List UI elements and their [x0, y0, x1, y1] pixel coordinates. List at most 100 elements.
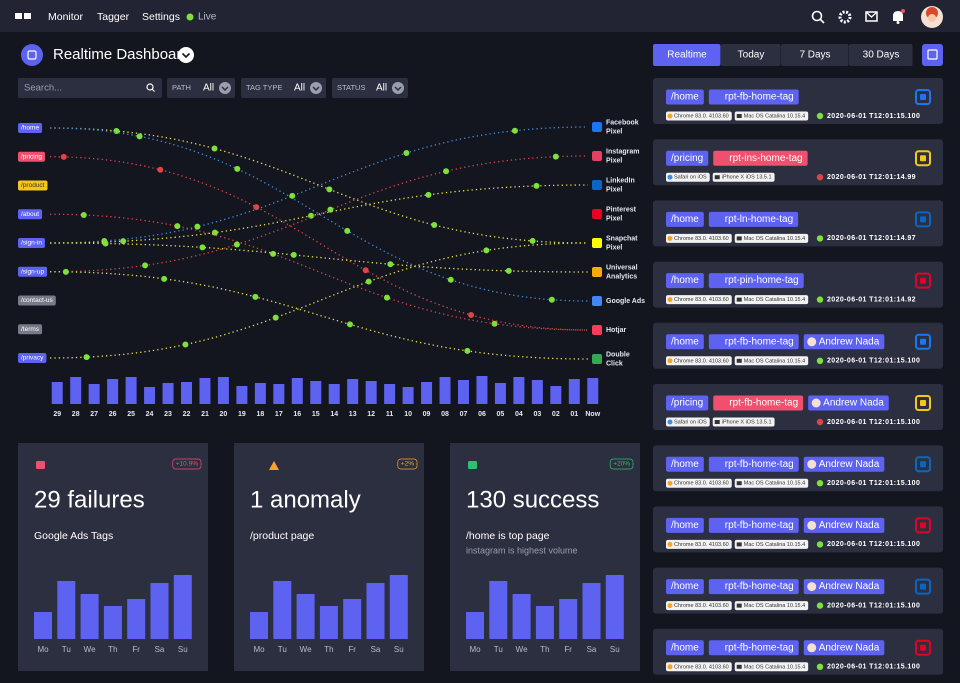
- target-label: LinkedIn: [606, 177, 635, 184]
- path-pill[interactable]: [18, 324, 43, 335]
- filter-box[interactable]: [332, 78, 408, 98]
- activity-tick-label: 01: [570, 411, 578, 418]
- activity-tick-label: 19: [238, 411, 246, 418]
- flow-dot: [326, 186, 333, 193]
- card-badge-text: +2%: [401, 461, 414, 468]
- activity-tick-label: 04: [515, 411, 523, 418]
- card-bar: [273, 581, 292, 639]
- title-dropdown[interactable]: [178, 47, 194, 63]
- settings-icon[interactable]: [838, 10, 852, 24]
- os-chip: [734, 662, 809, 672]
- event-path: [666, 334, 704, 350]
- platform-icon-core: [920, 155, 926, 162]
- flow-dot: [425, 191, 432, 198]
- flow-dot: [468, 311, 475, 318]
- status-dot: [816, 235, 824, 242]
- platform-icon-core: [920, 277, 926, 284]
- activity-tick-label: 14: [330, 411, 338, 418]
- path-pill[interactable]: [18, 295, 56, 306]
- activity-tick-label: Now: [585, 411, 600, 418]
- path-pill[interactable]: [18, 209, 43, 220]
- event-tag-text: rpt-fb-home-tag: [725, 92, 794, 103]
- activity-tick-label: 13: [349, 411, 357, 418]
- status-dot: [816, 357, 824, 364]
- flow-dot: [161, 275, 168, 282]
- nav-item: Monitor: [48, 11, 84, 23]
- activity-bar: [568, 379, 580, 404]
- path-pill[interactable]: [18, 353, 47, 363]
- event-user: [803, 334, 885, 350]
- activity-tick-label: 08: [441, 411, 449, 418]
- event-user: [803, 579, 885, 595]
- target-icon: [592, 296, 602, 306]
- path-pill[interactable]: [18, 238, 45, 248]
- user-avatar: [807, 582, 817, 592]
- nav-bar: [0, 0, 960, 32]
- activity-bar: [199, 378, 211, 404]
- flow-dot: [199, 244, 206, 251]
- platform-icon-core: [920, 216, 926, 223]
- path-pill-text: /terms: [21, 326, 40, 333]
- calendar-button[interactable]: [922, 44, 943, 66]
- tab[interactable]: [781, 44, 849, 66]
- bell-icon[interactable]: [893, 9, 905, 24]
- target-icon: [592, 209, 602, 219]
- activity-bar: [125, 377, 137, 404]
- flow-dot: [403, 150, 410, 157]
- os-icon: [736, 114, 742, 118]
- card-bar: [34, 612, 52, 639]
- filter-box[interactable]: [167, 78, 235, 98]
- browser-chip-text: Chrome 83.0. 4103.60: [674, 113, 729, 119]
- path-pill[interactable]: [18, 123, 43, 133]
- event-user-text: Andrew Nada: [819, 520, 880, 531]
- os-chip-text: Mac OS Catalina 10.15.4: [744, 236, 805, 242]
- flow-dot: [443, 168, 450, 175]
- platform-icon-core: [920, 400, 926, 406]
- event-tag: [708, 89, 799, 105]
- os-icon: [736, 664, 742, 669]
- search-placeholder: Search...: [24, 83, 62, 94]
- os-icon: [736, 358, 742, 363]
- mail-icon[interactable]: [865, 11, 878, 22]
- event-path-text: /home: [671, 459, 699, 470]
- card-day-label: Sa: [155, 645, 165, 654]
- os-chip-text: Mac OS Catalina 10.15.4: [744, 358, 805, 364]
- event-tag-text: rpt-fb-home-tag: [725, 459, 794, 470]
- activity-bar: [254, 383, 266, 404]
- flow-link: [49, 184, 589, 244]
- event-time: 2020-06-01 T12:01:15.100: [827, 419, 920, 426]
- activity-tick-label: 17: [275, 411, 283, 418]
- filter-box[interactable]: [241, 78, 326, 98]
- filter-chevron-glyph: [312, 86, 320, 92]
- event-tag-text: rpt-ins-home-tag: [729, 153, 802, 164]
- path-pill[interactable]: [18, 266, 48, 277]
- flow-dot: [289, 192, 296, 199]
- search-icon[interactable]: [811, 10, 825, 24]
- card-day-label: Sa: [371, 645, 381, 654]
- avatar[interactable]: [921, 6, 943, 28]
- flow-dot: [362, 267, 369, 274]
- status-dot: [816, 541, 824, 548]
- browser-chip: [666, 172, 710, 182]
- target-label: Analytics: [606, 273, 637, 280]
- os-chip: [734, 356, 809, 366]
- tab[interactable]: [849, 44, 913, 66]
- event-user-text: Andrew Nada: [819, 336, 880, 347]
- activity-bar: [587, 378, 599, 404]
- activity-bar: [162, 383, 174, 404]
- tab[interactable]: [653, 44, 721, 66]
- target-label: Pixel: [606, 128, 622, 135]
- activity-bar: [70, 377, 82, 404]
- card-day-label: Fr: [348, 645, 356, 654]
- search-box[interactable]: [18, 78, 162, 98]
- tab[interactable]: [721, 44, 781, 66]
- activity-bar: [402, 387, 414, 404]
- card-bar: [173, 575, 192, 639]
- flow-dot: [383, 294, 390, 301]
- path-pill[interactable]: [18, 180, 48, 191]
- path-pill[interactable]: [18, 151, 45, 162]
- card-bar: [250, 612, 268, 639]
- filter-value: All: [294, 83, 305, 94]
- card-bar: [559, 599, 578, 639]
- activity-tick-label: 07: [460, 411, 468, 418]
